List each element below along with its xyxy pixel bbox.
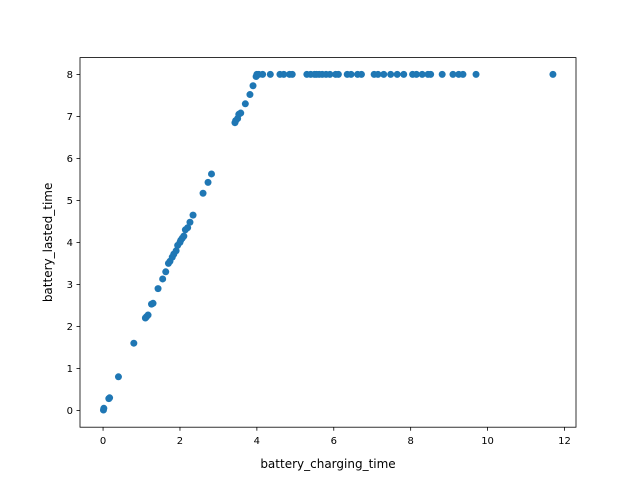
data-point: [266, 70, 274, 78]
data-point: [334, 70, 342, 78]
data-point: [249, 82, 257, 90]
x-tick-label: 12: [558, 436, 571, 447]
data-point: [418, 70, 426, 78]
data-point: [374, 70, 382, 78]
x-tick-label: 8: [407, 436, 413, 447]
data-point: [459, 70, 467, 78]
data-point: [280, 70, 288, 78]
data-point: [400, 70, 408, 78]
data-point: [387, 70, 395, 78]
data-point: [472, 70, 480, 78]
x-tick-label: 0: [100, 436, 106, 447]
data-point: [357, 70, 365, 78]
y-tick-label: 4: [67, 238, 73, 249]
data-point: [204, 178, 212, 186]
y-tick-label: 1: [67, 364, 73, 375]
data-point: [184, 224, 192, 232]
data-point: [186, 218, 194, 226]
data-point: [549, 70, 557, 78]
data-point: [106, 394, 114, 402]
data-point: [180, 232, 188, 240]
y-tick-label: 7: [67, 112, 73, 123]
data-point: [199, 189, 207, 197]
data-point: [144, 311, 152, 319]
data-point: [237, 109, 245, 117]
data-point: [412, 70, 420, 78]
data-point: [159, 275, 167, 283]
data-point: [172, 247, 180, 255]
x-tick-label: 10: [481, 436, 494, 447]
data-point: [154, 285, 162, 293]
data-point: [393, 70, 401, 78]
y-tick-label: 6: [67, 154, 73, 165]
y-tick-label: 8: [67, 70, 73, 81]
x-tick-label: 2: [177, 436, 183, 447]
data-point: [438, 70, 446, 78]
y-tick-label: 0: [67, 406, 73, 417]
data-point: [347, 70, 355, 78]
y-tick-label: 3: [67, 280, 73, 291]
data-point: [114, 373, 122, 381]
data-point: [449, 70, 457, 78]
data-point: [162, 268, 170, 276]
y-tick-label: 5: [67, 196, 73, 207]
data-point: [207, 170, 215, 178]
y-axis-label: battery_lasted_time: [41, 183, 55, 303]
data-point: [189, 211, 197, 219]
data-point: [246, 91, 254, 99]
data-point: [241, 100, 249, 108]
data-point: [427, 70, 435, 78]
x-axis-label: battery_charging_time: [260, 457, 395, 471]
x-tick-label: 4: [254, 436, 260, 447]
data-point: [130, 339, 138, 347]
data-point: [259, 70, 267, 78]
data-point: [149, 299, 157, 307]
x-axis: 0 2 4 6 8 10 12: [100, 427, 571, 447]
data-point: [380, 70, 388, 78]
x-tick-label: 6: [331, 436, 337, 447]
y-axis: 0 1 2 3 4 5 6 7 8: [67, 70, 80, 417]
data-point: [100, 404, 108, 412]
y-tick-label: 2: [67, 322, 73, 333]
points-layer: [99, 70, 557, 414]
data-point: [288, 70, 296, 78]
data-point: [326, 70, 334, 78]
